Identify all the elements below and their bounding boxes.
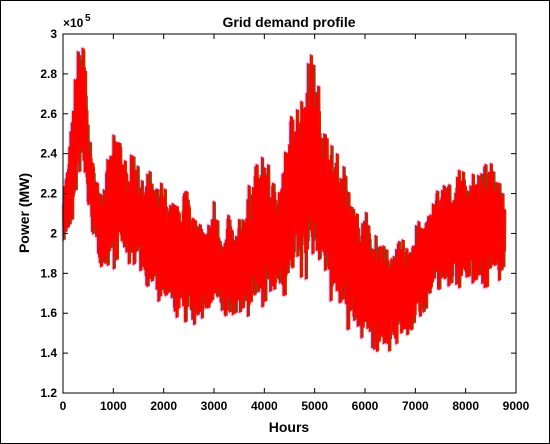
chart-title: Grid demand profile — [222, 14, 355, 30]
y-tick-label: 2.6 — [40, 107, 57, 121]
series-line — [62, 47, 507, 352]
y-tick-label: 1.6 — [40, 306, 57, 320]
y-tick-label: 2.2 — [40, 187, 57, 201]
x-axis-label: Hours — [269, 419, 310, 435]
series-path — [62, 47, 505, 352]
x-tick-label: 8000 — [452, 399, 479, 413]
x-tick-label: 5000 — [301, 399, 328, 413]
x-tick-label: 2000 — [150, 399, 177, 413]
y-tick-label: 2.4 — [40, 147, 57, 161]
x-tick-label: 0 — [60, 399, 67, 413]
y-axis-label: Power (MW) — [16, 173, 32, 253]
x-tick-label: 6000 — [352, 399, 379, 413]
y-tick-label: 1.8 — [40, 266, 57, 280]
y-tick-label: 1.4 — [40, 346, 57, 360]
x-tick-label: 4000 — [251, 399, 278, 413]
y-tick-label: 2.8 — [40, 67, 57, 81]
x-tick-label: 9000 — [503, 399, 530, 413]
y-multiplier-base: ×10 — [63, 16, 84, 30]
plot-area-border — [62, 33, 517, 394]
x-axis-ticks: 0 1000 2000 3000 4000 5000 6000 7000 8000 9000 — [60, 34, 530, 413]
x-tick-label: 7000 — [402, 399, 429, 413]
x-tick-label: 3000 — [201, 399, 228, 413]
x-tick-label: 1000 — [100, 399, 127, 413]
y-tick-label: 3 — [50, 27, 57, 41]
y-multiplier: ×10 5 — [63, 13, 91, 30]
y-tick-label: 1.2 — [40, 386, 57, 400]
y-axis-ticks: 1.2 1.4 1.6 1.8 2 2.2 2.4 2.6 2.8 3 — [40, 27, 516, 400]
y-multiplier-exponent: 5 — [85, 13, 91, 24]
y-tick-label: 2 — [50, 226, 57, 240]
